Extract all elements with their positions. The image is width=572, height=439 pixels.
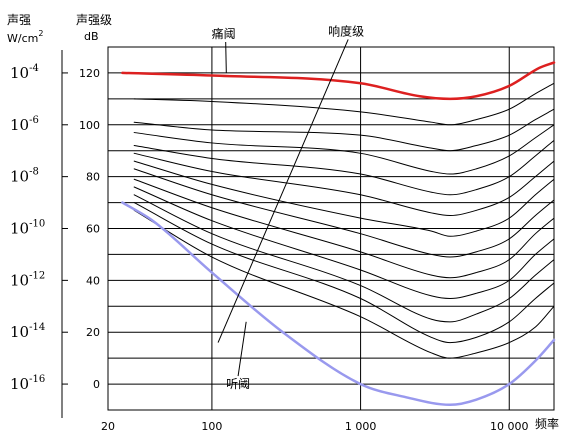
intensity-tick-base: 10 <box>10 271 29 289</box>
y-tick-label: 60 <box>86 223 100 236</box>
pain-threshold-annotation-label: 痛阈 <box>212 26 236 41</box>
intensity-tick-base: 10 <box>10 168 29 186</box>
intensity-tick-exponent: -6 <box>29 115 39 126</box>
x-tick-label: 20 <box>101 420 115 433</box>
y-tick-label: 100 <box>79 119 100 132</box>
intensity-tick-base: 10 <box>10 375 29 393</box>
chart-grid <box>107 46 555 411</box>
intensity-tick-base: 10 <box>10 64 29 82</box>
intensity-tick-exponent: -10 <box>29 219 45 230</box>
equal-loudness-curve <box>133 186 555 300</box>
chart-axes: 02040608010012010-410-610-810-1010-1210-… <box>10 50 528 433</box>
y-tick-label: 20 <box>86 326 100 339</box>
chart-series <box>121 61 556 407</box>
x-tick-label: 100 <box>201 420 222 433</box>
intensity-tick-label: 10-6 <box>10 115 39 134</box>
y-tick-label: 80 <box>86 171 100 184</box>
intensity-title: 声强 <box>7 13 31 27</box>
hearing-threshold-annotation-label: 听阈 <box>226 376 250 391</box>
loudness-level-annotation-label: 响度级 <box>328 23 364 38</box>
intensity-tick-label: 10-14 <box>10 322 45 341</box>
intensity-tick-label: 10-12 <box>10 270 45 289</box>
intensity-tick-exponent: -8 <box>29 167 39 178</box>
pain-threshold-curve <box>121 61 556 101</box>
level-unit: dB <box>84 30 99 43</box>
x-tick-label: 1 000 <box>345 420 377 433</box>
equal-loudness-curve <box>133 194 555 323</box>
pain-threshold-annotation-leader <box>225 42 227 73</box>
chart-labels: 声强 W/cm2 声强级 dB 频率 <box>7 13 559 431</box>
intensity-tick-base: 10 <box>10 323 29 341</box>
equal-loudness-curve <box>133 160 555 237</box>
intensity-tick-label: 10-4 <box>10 63 39 82</box>
equal-loudness-curve <box>133 178 555 279</box>
equal-loudness-curve <box>133 202 555 344</box>
intensity-tick-label: 10-10 <box>10 219 45 238</box>
intensity-tick-exponent: -14 <box>29 322 45 333</box>
intensity-unit: W/cm2 <box>7 29 43 45</box>
intensity-tick-exponent: -12 <box>29 270 45 281</box>
intensity-tick-exponent: -16 <box>29 374 45 385</box>
equal-loudness-curve <box>133 124 555 175</box>
intensity-tick-base: 10 <box>10 116 29 134</box>
intensity-unit-base: W/cm <box>7 32 38 45</box>
intensity-tick-label: 10-8 <box>10 167 39 186</box>
hearing-threshold-annotation-leader <box>237 321 247 377</box>
x-tick-label: 10 000 <box>490 420 529 433</box>
equal-loudness-curve <box>133 108 555 152</box>
plot-border <box>107 46 555 411</box>
x-axis-label: 频率 <box>535 416 559 431</box>
equal-loudness-curve <box>133 82 555 126</box>
equal-loudness-curve <box>133 152 555 217</box>
intensity-tick-base: 10 <box>10 220 29 238</box>
equal-loudness-curve <box>133 139 555 196</box>
y-tick-label: 0 <box>93 378 100 391</box>
equal-loudness-curve <box>133 168 555 258</box>
y-tick-label: 120 <box>79 67 100 80</box>
level-title: 声强级 <box>76 13 112 27</box>
intensity-unit-exponent: 2 <box>38 29 43 38</box>
hearing-threshold-curve <box>121 201 556 407</box>
equal-loudness-curve <box>133 209 555 359</box>
loudness-level-annotation-leader <box>217 39 349 343</box>
intensity-tick-label: 10-16 <box>10 374 45 393</box>
y-tick-label: 40 <box>86 274 100 287</box>
intensity-tick-exponent: -4 <box>29 63 39 74</box>
